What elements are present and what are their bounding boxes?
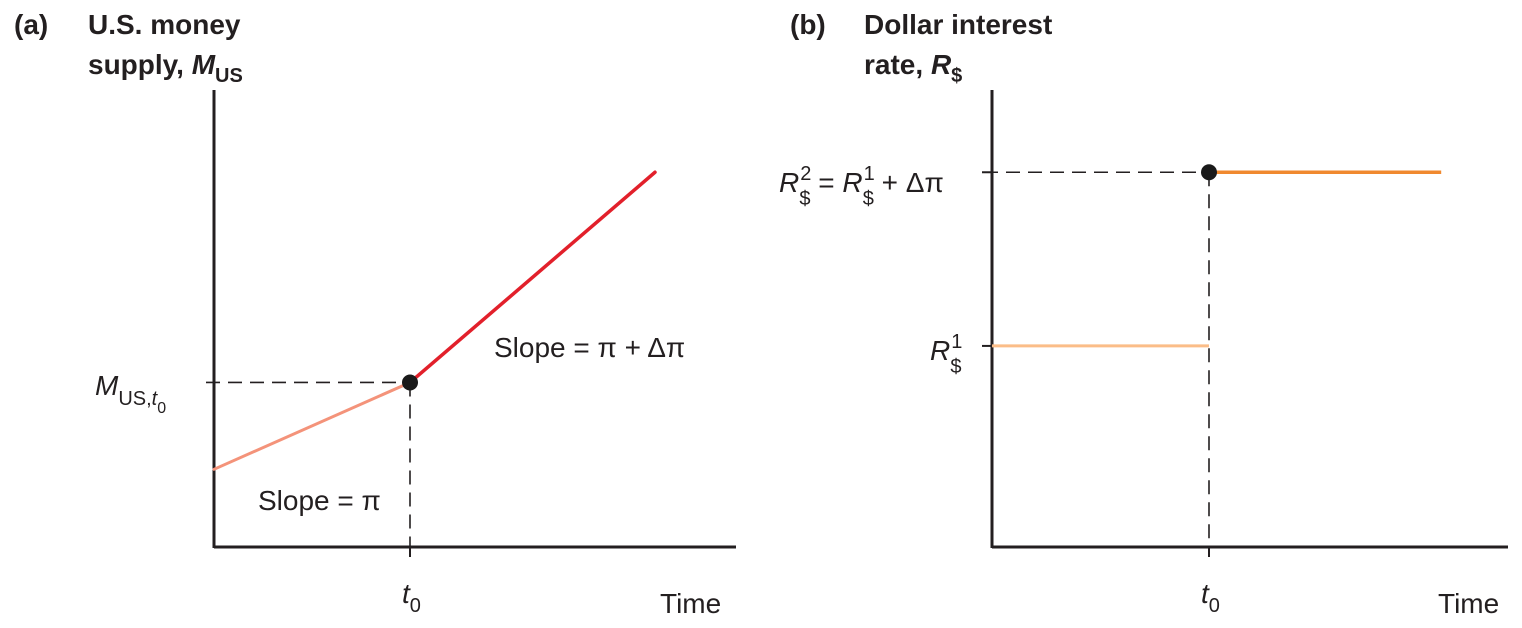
panel-a-series-before: [212, 380, 412, 471]
panel-a-tag: (a): [14, 9, 48, 40]
panel-a-slope-after-label: Slope = π + Δπ: [494, 332, 685, 363]
panel-a-y-label: MUS,t0: [95, 370, 166, 417]
panel-b-title-line2: rate, R$: [864, 49, 962, 87]
panel-a-t0-label: t0: [402, 578, 421, 617]
panel-a-slope-before-label: Slope = π: [258, 485, 381, 516]
panel-a-x-label: Time: [660, 588, 721, 619]
panel-a: (a) U.S. money supply, MUS MUS,t0 Slope …: [14, 9, 736, 619]
panel-a-title-line2: supply, MUS: [88, 49, 243, 87]
panel-b-title-line1: Dollar interest: [864, 9, 1052, 40]
panel-a-series-after: [408, 170, 657, 385]
panel-b: (b) Dollar interest rate, R$ R2 $ = R1 $ +…: [779, 9, 1508, 619]
panel-a-title-line1: U.S. money: [88, 9, 241, 40]
panel-b-tag: (b): [790, 9, 826, 40]
panel-b-r2-label: R2 $ = R1 $ + Δπ: [779, 163, 944, 210]
panel-b-breakpoint-dot: [1201, 164, 1217, 181]
panel-a-breakpoint-dot: [402, 374, 418, 391]
panel-b-x-label: Time: [1438, 588, 1499, 619]
panel-b-r1-label: R1 $: [930, 331, 962, 378]
panel-b-t0-label: t0: [1201, 578, 1220, 617]
